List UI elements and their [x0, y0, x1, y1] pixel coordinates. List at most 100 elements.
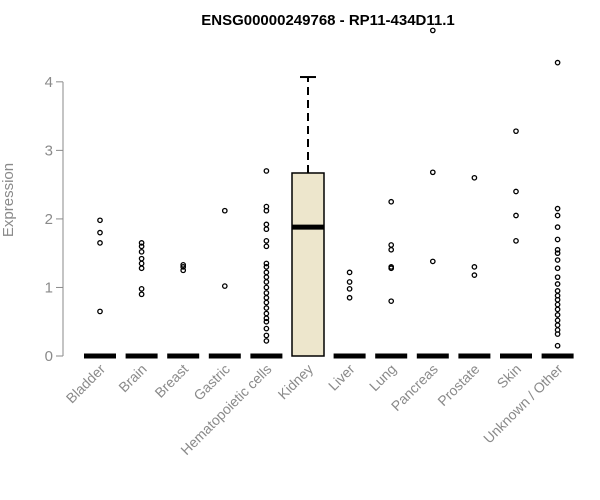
outlier-point	[554, 301, 561, 308]
outlier-point	[263, 269, 270, 276]
chart-title: ENSG00000249768 - RP11-434D11.1	[201, 12, 455, 29]
outlier-point	[263, 226, 270, 233]
y-tick-label: 4	[45, 74, 53, 91]
outlier-point	[263, 264, 270, 270]
box-group	[375, 198, 408, 359]
outlier-point	[554, 306, 561, 313]
y-tick-label: 2	[45, 211, 53, 228]
y-axis: 0 1 2 3 4	[45, 74, 64, 365]
outlier-point	[471, 272, 478, 278]
outlier-point	[388, 246, 395, 253]
outlier-point	[554, 322, 561, 329]
outlier-point	[346, 279, 353, 285]
outlier-point	[554, 257, 561, 263]
outlier-point	[471, 174, 478, 181]
outlier-point	[263, 299, 270, 306]
box-group	[416, 27, 449, 359]
x-tick-label: Brain	[115, 361, 149, 395]
outlier-point	[554, 281, 561, 287]
x-tick-label: Kidney	[275, 361, 317, 403]
outlier-point	[554, 59, 561, 66]
outlier-point	[263, 238, 270, 244]
outlier-point	[97, 217, 103, 224]
box-group	[291, 76, 325, 357]
x-tick-label: Unknown / Other	[480, 361, 566, 447]
outlier-point	[554, 246, 561, 253]
outlier-point	[429, 27, 436, 34]
outlier-point	[138, 243, 145, 250]
outlier-point	[138, 248, 145, 255]
outlier-point	[180, 264, 187, 270]
y-tick-label: 1	[45, 279, 53, 296]
box-group	[84, 217, 116, 359]
outlier-point	[138, 291, 145, 298]
outlier-point	[263, 305, 270, 311]
outlier-point	[346, 285, 353, 292]
outlier-point	[554, 205, 561, 212]
box-series	[84, 27, 574, 359]
box-body	[291, 172, 325, 357]
box-group	[125, 240, 158, 359]
x-tick-label: Prostate	[434, 361, 482, 409]
x-tick-label: Skin	[494, 361, 525, 392]
outlier-point	[263, 260, 270, 267]
outlier-point	[263, 243, 270, 250]
outlier-point	[138, 260, 145, 267]
outlier-point	[263, 310, 270, 317]
outlier-point	[429, 258, 436, 265]
outlier-point	[554, 224, 561, 230]
outlier-point	[554, 236, 561, 243]
outlier-point	[263, 318, 270, 325]
outlier-point	[138, 240, 145, 246]
box-group	[500, 128, 532, 359]
outlier-point	[429, 169, 436, 176]
outlier-point	[221, 207, 228, 214]
outlier-point	[554, 312, 561, 318]
y-axis-label: Expression	[0, 163, 17, 237]
outlier-point	[388, 198, 395, 205]
x-tick-label: Lung	[366, 361, 399, 394]
outlier-point	[554, 265, 561, 272]
box-group	[167, 261, 200, 359]
outlier-point	[554, 317, 561, 324]
y-tick-label: 3	[45, 142, 53, 159]
outlier-point	[138, 285, 145, 292]
outlier-point	[263, 325, 270, 332]
outlier-point	[221, 283, 228, 289]
outlier-point	[263, 284, 270, 291]
outlier-point	[513, 212, 519, 219]
box-group	[333, 269, 366, 359]
box-group	[208, 207, 241, 359]
outlier-point	[471, 264, 478, 270]
outlier-point	[180, 261, 187, 268]
outlier-point	[554, 212, 561, 219]
outlier-point	[388, 242, 395, 248]
outlier-point	[554, 250, 561, 257]
outlier-point	[263, 338, 270, 344]
outlier-point	[388, 298, 395, 305]
outlier-point	[263, 168, 270, 174]
outlier-point	[97, 240, 103, 246]
outlier-point	[97, 308, 103, 315]
outlier-point	[554, 342, 561, 349]
x-tick-label: Breast	[151, 361, 191, 401]
outlier-point	[513, 128, 519, 135]
box-group	[458, 174, 491, 359]
outlier-point	[263, 332, 270, 339]
outlier-point	[263, 274, 270, 281]
outlier-point	[138, 265, 145, 272]
outlier-point	[554, 288, 561, 294]
outlier-point	[263, 221, 270, 228]
outlier-point	[513, 238, 519, 244]
outlier-point	[263, 279, 270, 285]
box-group	[541, 59, 574, 359]
outlier-point	[388, 264, 395, 270]
y-tick-label: 0	[45, 348, 53, 365]
outlier-point	[263, 290, 270, 296]
outlier-point	[346, 294, 353, 301]
x-tick-label: Bladder	[63, 361, 109, 407]
outlier-point	[263, 203, 270, 210]
